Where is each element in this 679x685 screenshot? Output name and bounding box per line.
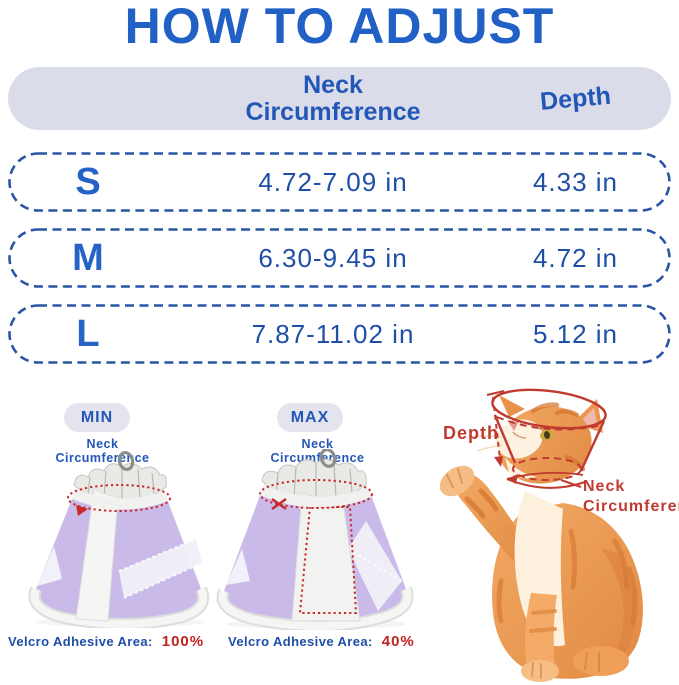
row-content: L 7.87-11.02 in 5.12 in — [8, 304, 671, 364]
velcro-percentage: 40% — [381, 633, 415, 650]
max-badge: MAX — [277, 403, 343, 432]
dashed-pill-border — [8, 304, 671, 364]
row-content: S 4.72-7.09 in 4.33 in — [8, 152, 671, 212]
red-arrow-icon — [76, 505, 88, 516]
size-label: M — [72, 236, 104, 279]
neck-collar-band — [72, 489, 168, 510]
min-badge: MIN — [64, 403, 130, 432]
cat-body — [439, 465, 643, 682]
cone-body — [34, 489, 204, 624]
velcro-percentage: 100% — [161, 633, 205, 650]
size-label: L — [76, 312, 100, 355]
max-velcro-caption: Velcro Adhesive Area: 40% — [228, 633, 415, 650]
velcro-area-dotted-outline — [298, 506, 358, 614]
table-row-m: M 6.30-9.45 in 4.72 in — [8, 228, 671, 288]
nose — [509, 421, 519, 431]
header-depth: Depth — [538, 81, 612, 116]
neck-range-value: 7.87-11.02 in — [251, 318, 415, 349]
row-content: M 6.30-9.45 in 4.72 in — [8, 228, 671, 288]
neck-arrowhead-icon — [507, 474, 518, 484]
d-ring-icon — [117, 451, 135, 471]
body-stripes — [496, 528, 638, 626]
header-neck-circumference: Neck Circumference — [245, 70, 421, 126]
depth-arrowhead-icon — [494, 456, 503, 467]
d-ring-icon — [319, 449, 337, 468]
depth-value: 4.33 in — [532, 166, 619, 197]
left-window — [37, 546, 62, 586]
neck-annotation-line1: Neck — [583, 478, 625, 495]
bottom-rim — [30, 587, 208, 628]
muzzle — [495, 419, 543, 459]
max-neck-circumference-label: Neck Circumference — [270, 437, 365, 465]
velcro-label: Velcro Adhesive Area: — [228, 634, 373, 649]
table-row-l: L 7.87-11.02 in 5.12 in — [8, 304, 671, 364]
raised-arm — [453, 472, 535, 565]
neck-collar-band — [260, 485, 372, 508]
size-label: S — [75, 160, 101, 203]
raised-paw — [439, 465, 475, 497]
neck-annotation-line2: Circumference — [583, 498, 679, 515]
hind-paw — [573, 646, 629, 676]
depth-value: 4.72 in — [532, 242, 619, 273]
neck-measure-dotted-ellipse — [259, 479, 373, 509]
velcro-strip — [75, 488, 119, 622]
depth-top-tick — [486, 390, 505, 396]
table-row-s: S 4.72-7.09 in 4.33 in — [8, 152, 671, 212]
dashed-pill-border — [8, 152, 671, 212]
dashed-pill-border — [8, 228, 671, 288]
left-ear — [499, 395, 525, 417]
bottom-rim — [218, 587, 412, 630]
depth-dashed-arrow — [492, 396, 501, 460]
arm-stripes — [464, 488, 499, 519]
depth-value: 5.12 in — [532, 318, 619, 349]
left-window — [226, 549, 250, 585]
neck-label-pointer — [560, 479, 582, 488]
cat-with-cone-illustration: Depth Neck Circumference — [439, 388, 679, 682]
depth-annotation: Depth — [443, 423, 499, 443]
min-velcro-caption: Velcro Adhesive Area: 100% — [8, 633, 204, 650]
stitch-lines — [118, 538, 203, 599]
min-neck-circumference-label: Neck Circumference — [55, 437, 150, 465]
neck-range-value: 4.72-7.09 in — [258, 166, 408, 197]
stitch-lines — [347, 548, 403, 582]
neck-measure-dotted-ellipse — [67, 484, 171, 512]
min-cone-illustration — [28, 451, 210, 628]
transparent-band — [119, 539, 202, 598]
red-cross-icon — [271, 498, 287, 510]
velcro-label: Velcro Adhesive Area: — [8, 634, 153, 649]
max-cone-illustration — [216, 449, 414, 630]
page-title: HOW TO ADJUST — [124, 0, 555, 54]
neck-range-value: 6.30-9.45 in — [258, 242, 408, 273]
size-table-header: Neck Circumference Depth — [8, 67, 671, 130]
